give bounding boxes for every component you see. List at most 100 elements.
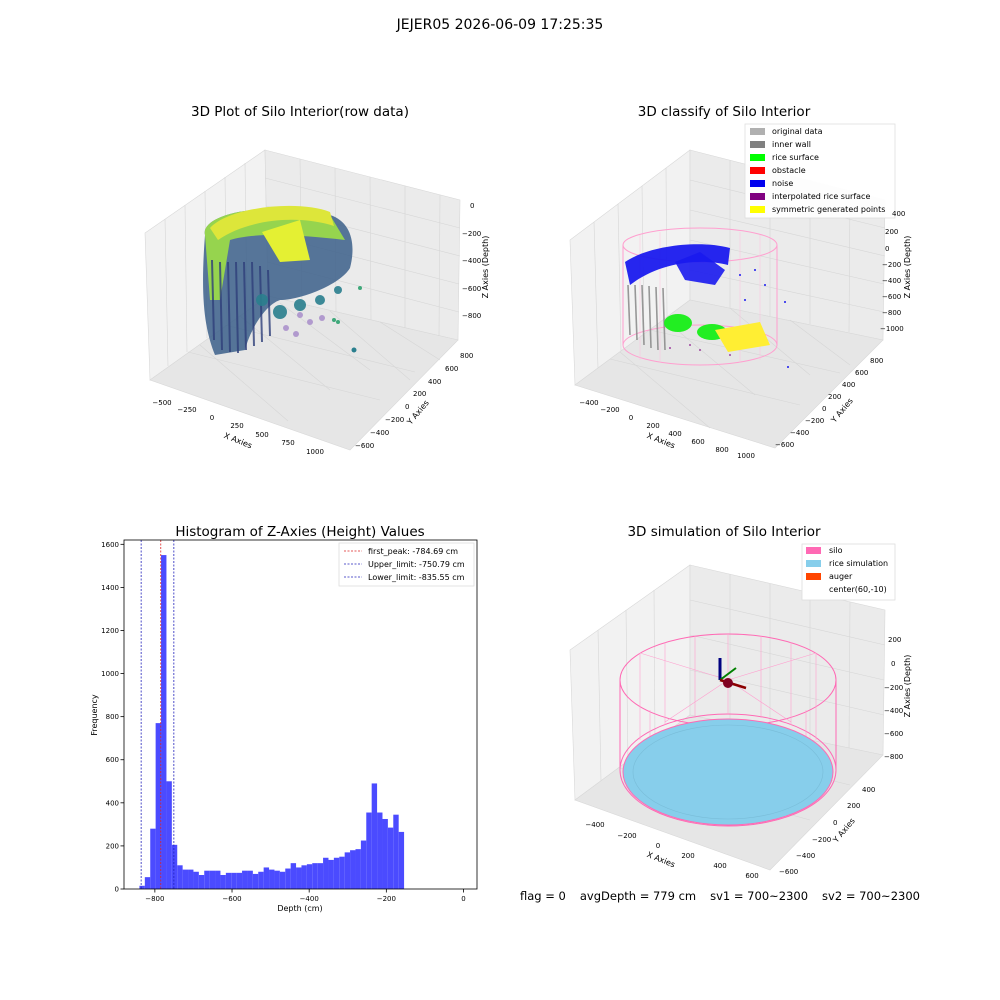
sim-ytick: 400 — [862, 786, 875, 794]
histogram-bar — [150, 828, 156, 889]
histogram-bar — [215, 870, 221, 889]
histogram-bar — [166, 781, 172, 889]
histogram-bar — [177, 865, 183, 889]
status-sv2: sv2 = 700~2300 — [822, 889, 920, 903]
histogram-bar — [301, 865, 307, 889]
histogram-bar — [312, 863, 318, 889]
x-tick-label: −400 — [300, 895, 319, 903]
y-tick-label: 1000 — [101, 670, 119, 678]
legend-item-center: center(60,-10) — [829, 585, 887, 594]
histogram-bar — [393, 814, 399, 889]
classify-zlabel: Z Axies (Depth) — [903, 236, 912, 299]
histogram-bar — [350, 850, 356, 889]
histogram-bar — [387, 827, 394, 889]
svg-text:original data: original data — [772, 127, 823, 136]
histogram-title: Histogram of Z-Axies (Height) Values — [175, 524, 424, 540]
sim-zlabel: Z Axies (Depth) — [903, 655, 912, 718]
svg-text:rice simulation: rice simulation — [829, 559, 888, 568]
histogram-panel: Histogram of Z-Axies (Height) Values −80… — [90, 524, 478, 913]
status-avg-depth: avgDepth = 779 cm — [579, 889, 697, 903]
histogram-axes-frame — [123, 539, 478, 890]
histogram-bar — [296, 867, 302, 889]
histogram-bar — [382, 818, 388, 889]
svg-text:rice surface: rice surface — [772, 153, 819, 162]
simulation-panel-title: 3D simulation of Silo Interior — [627, 524, 821, 540]
raw-zlabel: Z Axies (Depth) — [481, 236, 490, 299]
histogram-bar — [263, 867, 270, 889]
histogram-bar — [355, 849, 361, 889]
x-tick-label: −600 — [222, 895, 241, 903]
raw-xtick: −500 — [152, 399, 171, 407]
sim-ytick: 200 — [847, 802, 860, 810]
raw-panel-title: 3D Plot of Silo Interior(row data) — [191, 104, 409, 120]
histogram-bar — [198, 874, 205, 889]
classify-ytick: 0 — [822, 405, 826, 413]
histogram-bar — [377, 812, 383, 889]
raw-ytick: 200 — [413, 390, 426, 398]
svg-text:Upper_limit: -750.79 cm: Upper_limit: -750.79 cm — [368, 560, 465, 569]
svg-text:Lower_limit: -835.55 cm: Lower_limit: -835.55 cm — [368, 573, 465, 582]
classify-ztick: −600 — [882, 293, 901, 301]
legend-item-lower-limit: Lower_limit: -835.55 cm — [344, 573, 465, 582]
classify-ytick: 200 — [828, 393, 841, 401]
classify-ytick: −400 — [790, 429, 809, 437]
histogram-bar — [306, 864, 313, 889]
classify-xtick: 1000 — [737, 452, 755, 460]
histogram-bar — [144, 877, 151, 889]
sim-xlabel: X Axies — [646, 850, 677, 869]
classify-xtick: 400 — [668, 430, 681, 438]
legend-item-silo: silo — [806, 546, 843, 555]
y-tick-label: 600 — [106, 756, 119, 764]
histogram-bar — [182, 869, 189, 889]
figure-title: JEJER05 2026-06-09 17:25:35 — [396, 17, 604, 33]
svg-text:auger: auger — [829, 572, 853, 581]
sim-ytick: −400 — [796, 852, 815, 860]
histogram-bar — [171, 844, 178, 889]
histogram-bar — [242, 870, 248, 889]
raw-ytick: 600 — [445, 365, 458, 373]
svg-text:obstacle: obstacle — [772, 166, 806, 175]
legend-item-inner-wall: inner wall — [750, 140, 811, 149]
histogram-bar — [139, 885, 145, 889]
raw-xtick: 1000 — [306, 448, 324, 456]
sim-ztick: 0 — [891, 660, 895, 668]
histogram-bar — [317, 863, 324, 889]
classify-ztick: −1000 — [880, 325, 904, 333]
x-tick-label: −800 — [145, 895, 164, 903]
svg-text:interpolated rice surface: interpolated rice surface — [772, 192, 870, 201]
raw-ytick: −200 — [385, 416, 404, 424]
histogram-yticks: 0 200 400 600 800 1000 1200 1400 1600 — [101, 541, 124, 894]
raw-ytick: 400 — [428, 378, 441, 386]
raw-ytick: 800 — [460, 352, 473, 360]
legend-item-obstacle: obstacle — [750, 166, 806, 175]
sim-xtick: 600 — [745, 872, 758, 880]
y-tick-label: 1200 — [101, 627, 119, 635]
sim-ztick: −400 — [884, 707, 903, 715]
raw-data-panel: 3D Plot of Silo Interior(row data) — [144, 104, 490, 456]
classify-panel-title: 3D classify of Silo Interior — [638, 104, 811, 120]
legend-item-rice-simulation: rice simulation — [806, 559, 888, 568]
svg-text:inner wall: inner wall — [772, 140, 811, 149]
histogram-bar — [188, 869, 194, 889]
raw-xtick: 250 — [230, 422, 243, 430]
raw-ztick: −400 — [462, 257, 481, 265]
classify-point-cloud — [622, 227, 789, 368]
histogram-bar — [371, 783, 378, 889]
legend-item-original-data: original data — [750, 127, 823, 136]
histogram-ylabel: Frequency — [90, 694, 99, 736]
histogram-bar — [220, 874, 226, 889]
classify-ytick: 800 — [870, 357, 883, 365]
sim-ztick: 200 — [888, 636, 901, 644]
histogram-bar — [398, 831, 405, 889]
histogram-bar — [225, 872, 232, 889]
raw-ytick: −600 — [355, 442, 374, 450]
histogram-bar — [209, 870, 216, 889]
histogram-bar — [290, 863, 297, 889]
histogram-bar — [155, 723, 162, 889]
svg-text:first_peak: -784.69 cm: first_peak: -784.69 cm — [368, 547, 458, 556]
raw-ztick: −600 — [462, 285, 481, 293]
raw-xtick: 750 — [281, 439, 294, 447]
histogram-bar — [193, 871, 199, 889]
histogram-bar — [323, 857, 329, 889]
histogram-bar — [285, 868, 291, 889]
